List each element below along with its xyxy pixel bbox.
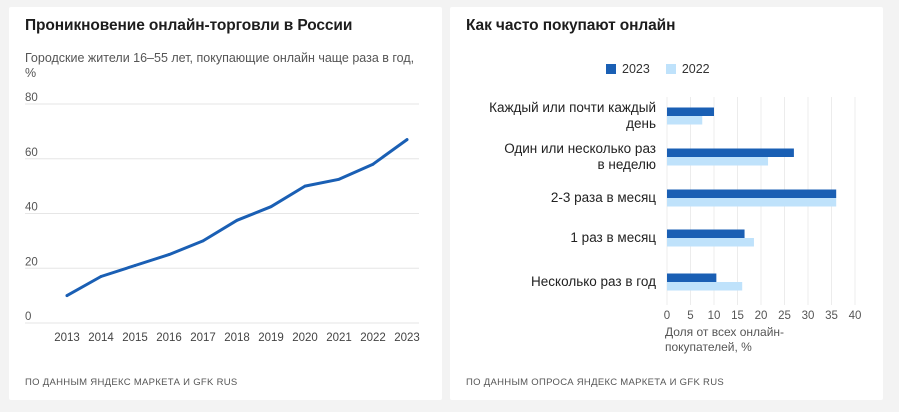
penetration-line-chart: 0 20 40 60 80 2013 2014 2015 2016 2017 2018 2019 202… bbox=[25, 92, 420, 344]
bar-2023 bbox=[667, 189, 837, 198]
y-tick-label: 80 bbox=[25, 92, 38, 104]
frequency-x-axis-label: Доля от всех онлайн-покупателей, % bbox=[665, 325, 785, 354]
bar-2023 bbox=[667, 229, 745, 238]
category-label-line: день bbox=[626, 116, 656, 131]
x-tick-label: 5 bbox=[687, 310, 693, 322]
x-tick-label: 40 bbox=[849, 310, 862, 322]
x-tick-label: 2016 bbox=[156, 332, 182, 344]
frequency-bar-chart: 0 5 10 15 20 25 30 35 40 bbox=[664, 97, 862, 322]
category-label: Несколько раз в год bbox=[456, 274, 656, 290]
y-tick-label: 0 bbox=[25, 311, 31, 323]
penetration-chart-card: Проникновение онлайн-торговли в России Г… bbox=[9, 7, 442, 400]
category-label: 1 раз в месяц bbox=[456, 230, 656, 246]
penetration-chart-subtitle: Городские жители 16–55 лет, покупающие о… bbox=[25, 51, 415, 80]
data-point bbox=[99, 275, 103, 278]
penetration-chart-source: ПО ДАННЫМ ЯНДЕКС МАРКЕТА И GFK RUS bbox=[25, 377, 238, 388]
category-label-line: Один или несколько раз bbox=[504, 141, 656, 156]
legend-swatch-2023 bbox=[606, 64, 616, 74]
x-tick-label: 10 bbox=[708, 310, 721, 322]
x-tick-label: 2020 bbox=[292, 332, 318, 344]
x-tick-label: 2017 bbox=[190, 332, 216, 344]
frequency-chart-card: Как часто покупают онлайн 2023 2022 Кажд… bbox=[450, 7, 883, 400]
y-tick-label: 20 bbox=[25, 256, 38, 268]
x-tick-label: 25 bbox=[778, 310, 791, 322]
category-label-line: 2-3 раза в месяц bbox=[550, 190, 656, 205]
legend-item-2022: 2022 bbox=[665, 62, 710, 76]
data-point bbox=[269, 205, 273, 209]
penetration-chart-title: Проникновение онлайн-торговли в России bbox=[25, 17, 353, 34]
bar-2023 bbox=[667, 148, 794, 157]
data-point bbox=[133, 264, 137, 267]
data-point bbox=[167, 253, 171, 256]
frequency-chart-title: Как часто покупают онлайн bbox=[466, 17, 676, 34]
category-label-line: в неделю bbox=[597, 157, 656, 172]
frequency-chart-source: ПО ДАННЫМ ОПРОСА ЯНДЕКС МАРКЕТА И GFK RU… bbox=[466, 377, 725, 388]
category-label: Один или несколько раз в неделю bbox=[456, 141, 656, 173]
data-point bbox=[235, 218, 239, 222]
data-point bbox=[371, 162, 375, 166]
bar-2022 bbox=[667, 198, 837, 207]
y-tick-label: 60 bbox=[25, 147, 38, 159]
x-tick-label: 2021 bbox=[326, 332, 352, 344]
x-tick-label: 30 bbox=[802, 310, 815, 322]
x-tick-label: 20 bbox=[755, 310, 768, 322]
x-tick-label: 0 bbox=[664, 310, 670, 322]
x-tick-label: 2014 bbox=[88, 332, 114, 344]
bar-2022 bbox=[667, 157, 769, 166]
legend-label-2022: 2022 bbox=[681, 62, 710, 76]
x-tick-label: 2015 bbox=[122, 332, 148, 344]
legend-item-2023: 2023 bbox=[606, 62, 650, 76]
data-point bbox=[303, 184, 307, 188]
data-point bbox=[201, 239, 205, 243]
x-tick-label: 35 bbox=[825, 310, 838, 322]
y-tick-label: 40 bbox=[25, 202, 38, 214]
data-point bbox=[405, 138, 409, 141]
series-line bbox=[65, 138, 409, 298]
category-label-line: 1 раз в месяц bbox=[570, 230, 656, 245]
legend-swatch-2022 bbox=[665, 64, 676, 74]
bar-2022 bbox=[667, 282, 743, 291]
x-tick-label: 2018 bbox=[224, 332, 250, 344]
x-tick-label: 2019 bbox=[258, 332, 284, 344]
bar-2022 bbox=[667, 238, 754, 247]
x-tick-label: 2013 bbox=[54, 332, 80, 344]
x-tick-label: 2023 bbox=[394, 332, 420, 344]
data-point bbox=[65, 294, 69, 298]
bar-2023 bbox=[667, 107, 714, 116]
category-label: Каждый или почти каждый день bbox=[456, 100, 656, 132]
category-label: 2-3 раза в месяц bbox=[456, 190, 656, 206]
bar-2023 bbox=[667, 273, 717, 282]
legend-label-2023: 2023 bbox=[622, 62, 650, 76]
category-label-line: Каждый или почти каждый bbox=[489, 100, 656, 115]
data-point bbox=[337, 177, 341, 181]
frequency-chart-legend: 2023 2022 bbox=[606, 62, 720, 76]
x-tick-label: 15 bbox=[731, 310, 744, 322]
bar-2022 bbox=[667, 116, 703, 125]
category-label-line: Несколько раз в год bbox=[531, 274, 656, 289]
x-tick-label: 2022 bbox=[360, 332, 386, 344]
